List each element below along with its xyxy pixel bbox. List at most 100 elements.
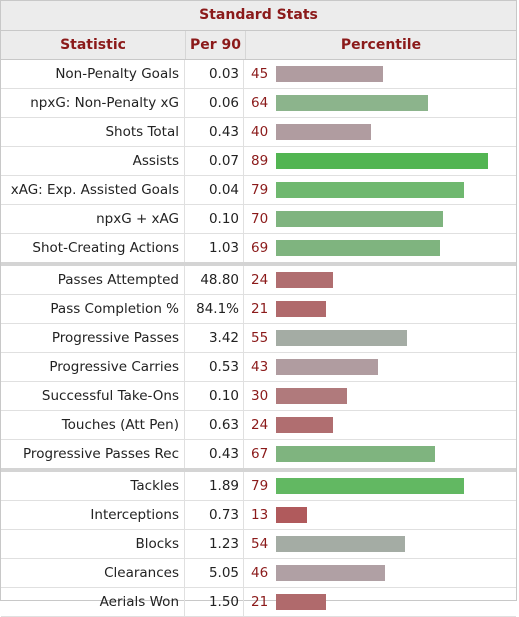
percentile-cell: 54 (244, 530, 516, 558)
percentile-bar (276, 240, 440, 256)
percentile-cell: 21 (244, 295, 516, 323)
table-row: Shot-Creating Actions 1.03 69 (1, 234, 516, 266)
stat-name: Shots Total (1, 118, 185, 146)
table-row: Tackles 1.89 79 (1, 472, 516, 501)
percentile-bar (276, 272, 333, 288)
stat-name: Progressive Passes (1, 324, 185, 352)
percentile-cell: 24 (244, 411, 516, 439)
percentile-cell: 30 (244, 382, 516, 410)
percentile-cell: 70 (244, 205, 516, 233)
percentile-value: 64 (251, 95, 269, 111)
percentile-cell: 46 (244, 559, 516, 587)
percentile-value: 55 (251, 330, 269, 346)
stat-name: Progressive Carries (1, 353, 185, 381)
table-row: Non-Penalty Goals 0.03 45 (1, 60, 516, 89)
stat-name: Blocks (1, 530, 185, 558)
per90-value: 0.73 (185, 501, 244, 529)
per90-value: 0.03 (185, 60, 244, 88)
percentile-cell: 67 (244, 440, 516, 468)
percentile-bar (276, 211, 443, 227)
percentile-cell: 13 (244, 501, 516, 529)
percentile-value: 70 (251, 211, 269, 227)
percentile-value: 43 (251, 359, 269, 375)
per90-value: 0.53 (185, 353, 244, 381)
table-title: Standard Stats (1, 1, 516, 31)
percentile-bar (276, 565, 385, 581)
percentile-bar (276, 594, 326, 610)
table-row: npxG + xAG 0.10 70 (1, 205, 516, 234)
stat-name: Shot-Creating Actions (1, 234, 185, 262)
stat-name: Aerials Won (1, 588, 185, 616)
percentile-bar (276, 301, 326, 317)
percentile-cell: 24 (244, 266, 516, 294)
table-row: Clearances 5.05 46 (1, 559, 516, 588)
table-row: Interceptions 0.73 13 (1, 501, 516, 530)
stat-name: Clearances (1, 559, 185, 587)
stat-name: Successful Take-Ons (1, 382, 185, 410)
per90-value: 0.04 (185, 176, 244, 204)
percentile-bar (276, 536, 405, 552)
percentile-bar (276, 417, 333, 433)
percentile-bar (276, 153, 488, 169)
percentile-bar (276, 182, 464, 198)
percentile-value: 30 (251, 388, 269, 404)
percentile-value: 13 (251, 507, 269, 523)
percentile-value: 54 (251, 536, 269, 552)
per90-value: 1.50 (185, 588, 244, 616)
table-row: Touches (Att Pen) 0.63 24 (1, 411, 516, 440)
header-per90: Per 90 (186, 31, 246, 59)
percentile-bar (276, 95, 428, 111)
percentile-cell: 40 (244, 118, 516, 146)
percentile-cell: 55 (244, 324, 516, 352)
table-row: npxG: Non-Penalty xG 0.06 64 (1, 89, 516, 118)
table-row: Assists 0.07 89 (1, 147, 516, 176)
percentile-bar (276, 478, 464, 494)
per90-value: 1.23 (185, 530, 244, 558)
percentile-cell: 79 (244, 472, 516, 500)
stat-name: xAG: Exp. Assisted Goals (1, 176, 185, 204)
table-row: Aerials Won 1.50 21 (1, 588, 516, 617)
per90-value: 0.43 (185, 440, 244, 468)
table-row: Shots Total 0.43 40 (1, 118, 516, 147)
per90-value: 1.03 (185, 234, 244, 262)
percentile-value: 24 (251, 417, 269, 433)
percentile-value: 24 (251, 272, 269, 288)
percentile-cell: 21 (244, 588, 516, 616)
percentile-value: 46 (251, 565, 269, 581)
percentile-value: 79 (251, 478, 269, 494)
percentile-bar (276, 330, 407, 346)
percentile-value: 21 (251, 301, 269, 317)
stat-name: Non-Penalty Goals (1, 60, 185, 88)
per90-value: 0.10 (185, 382, 244, 410)
stat-name: Progressive Passes Rec (1, 440, 185, 468)
percentile-cell: 79 (244, 176, 516, 204)
table-row: Blocks 1.23 54 (1, 530, 516, 559)
per90-value: 1.89 (185, 472, 244, 500)
table-row: Progressive Passes 3.42 55 (1, 324, 516, 353)
per90-value: 0.07 (185, 147, 244, 175)
table-body: Non-Penalty Goals 0.03 45 npxG: Non-Penalty… (1, 60, 516, 617)
table-header: Statistic Per 90 Percentile (1, 31, 516, 60)
per90-value: 0.43 (185, 118, 244, 146)
stat-name: npxG: Non-Penalty xG (1, 89, 185, 117)
stat-name: Pass Completion % (1, 295, 185, 323)
percentile-bar (276, 446, 435, 462)
table-row: xAG: Exp. Assisted Goals 0.04 79 (1, 176, 516, 205)
stat-name: npxG + xAG (1, 205, 185, 233)
percentile-cell: 89 (244, 147, 516, 175)
stat-name: Passes Attempted (1, 266, 185, 294)
per90-value: 48.80 (185, 266, 244, 294)
per90-value: 84.1% (185, 295, 244, 323)
table-row: Successful Take-Ons 0.10 30 (1, 382, 516, 411)
stat-name: Tackles (1, 472, 185, 500)
percentile-cell: 45 (244, 60, 516, 88)
percentile-cell: 69 (244, 234, 516, 262)
per90-value: 0.10 (185, 205, 244, 233)
header-statistic: Statistic (1, 31, 186, 59)
percentile-bar (276, 388, 347, 404)
percentile-bar (276, 124, 371, 140)
percentile-bar (276, 66, 383, 82)
percentile-value: 45 (251, 66, 269, 82)
percentile-value: 40 (251, 124, 269, 140)
